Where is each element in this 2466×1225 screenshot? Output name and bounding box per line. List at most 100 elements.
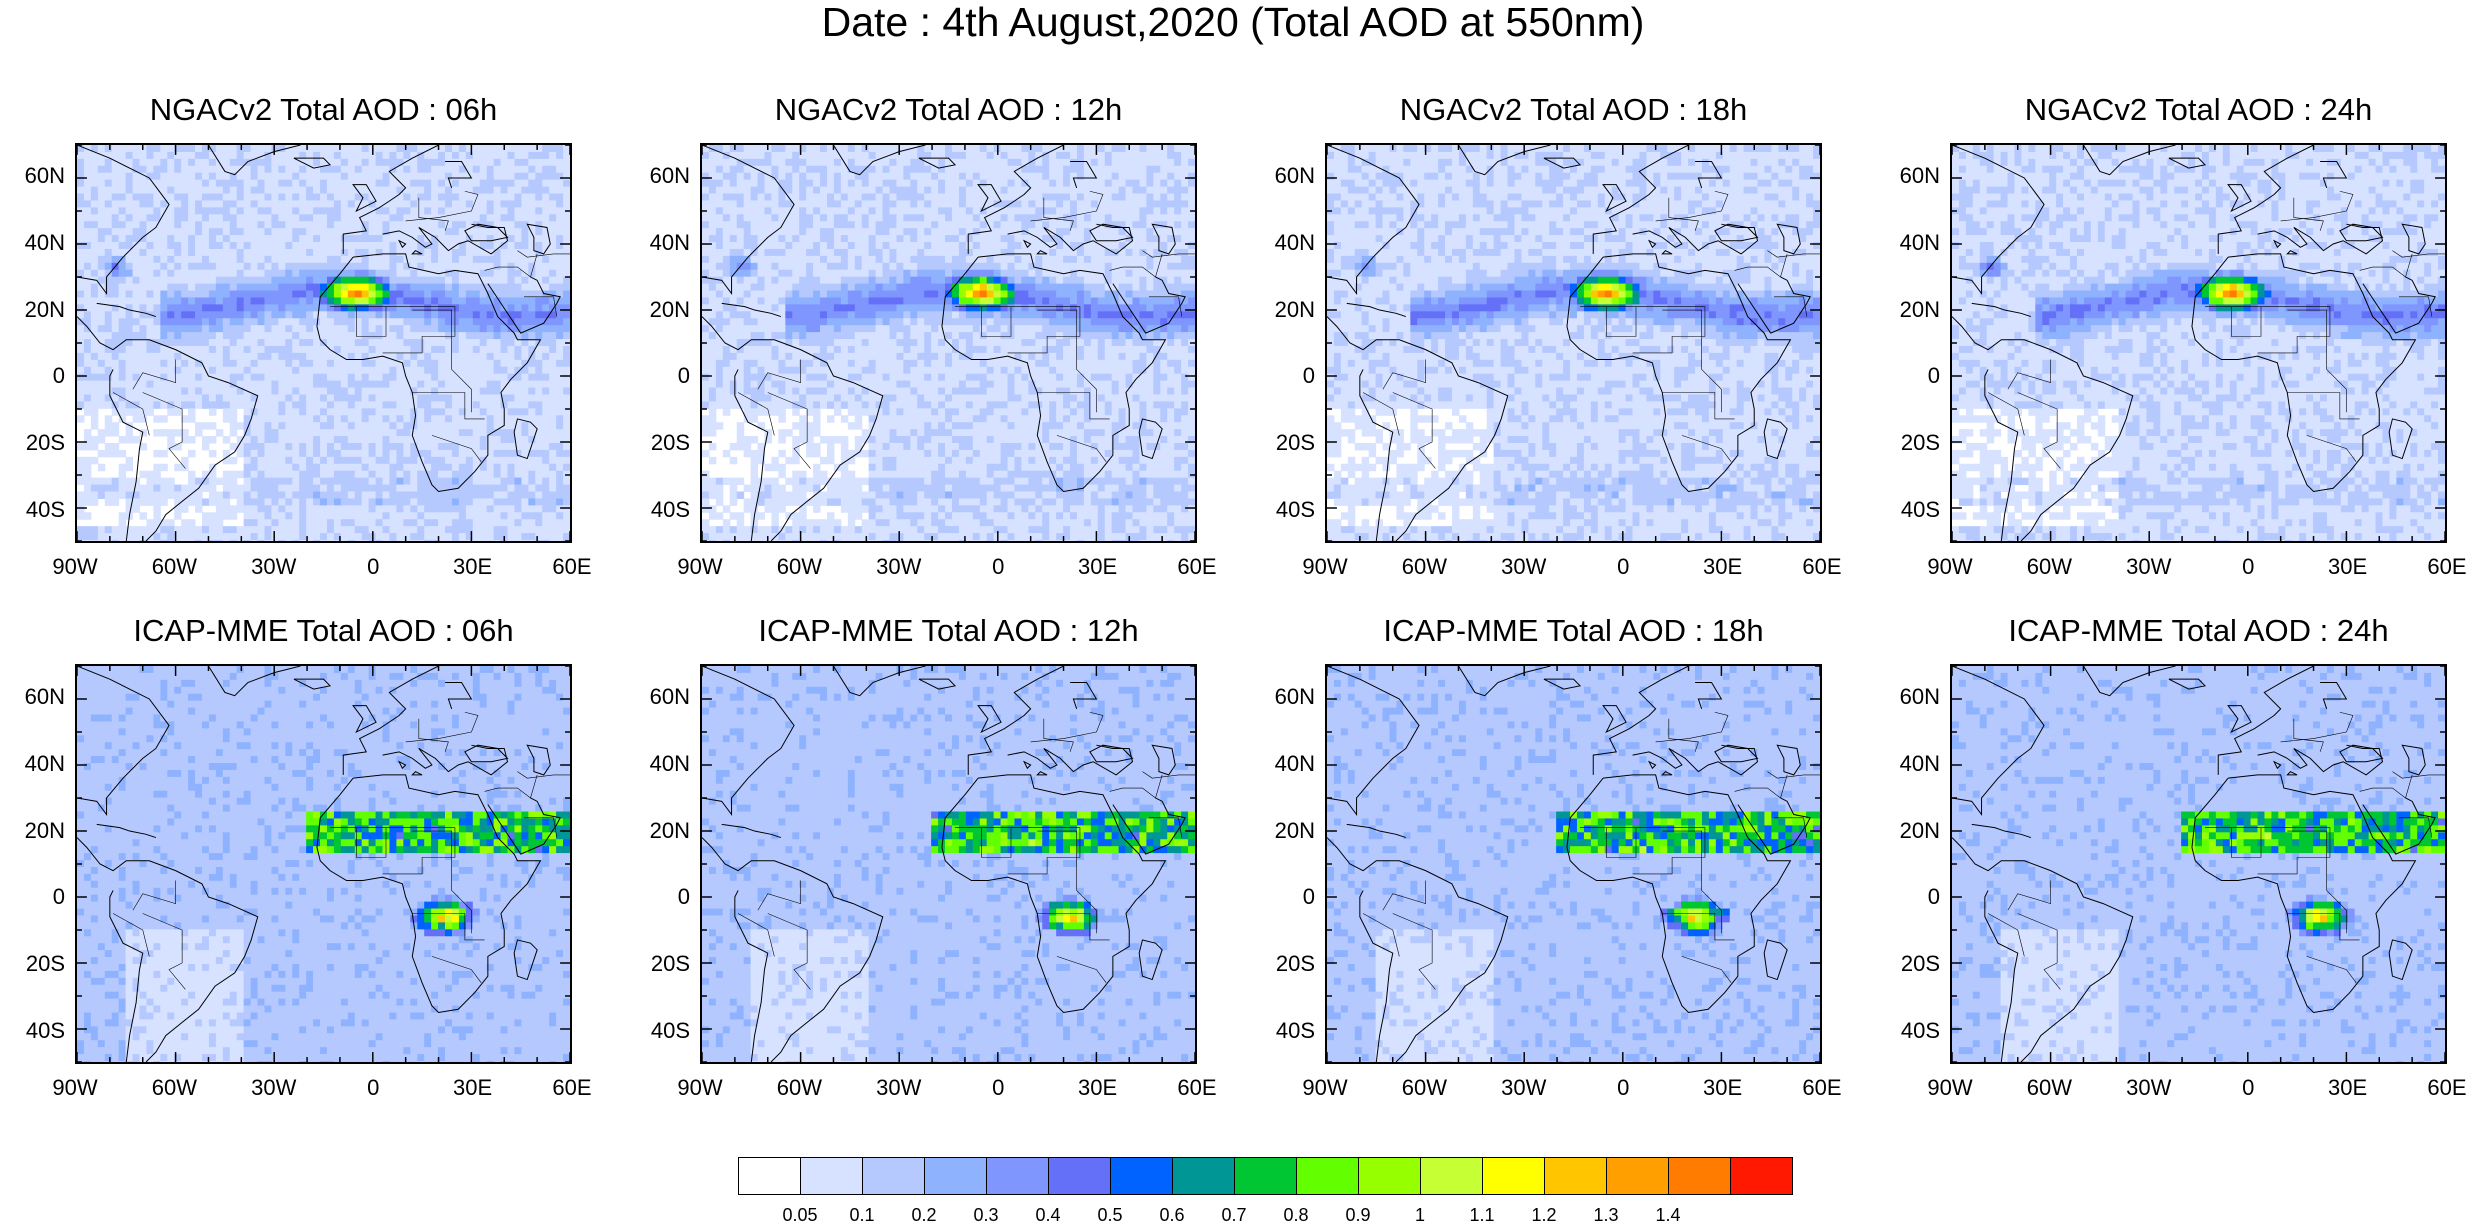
y-tick-label: 40N [1255, 752, 1315, 776]
y-tick-label: 20N [630, 298, 690, 322]
y-tick-label: 60N [5, 685, 65, 709]
x-tick-label: 30E [2313, 1076, 2383, 1100]
x-tick-label: 90W [1915, 555, 1985, 579]
y-tick-label: 20S [1880, 952, 1940, 976]
aod-map [702, 666, 1195, 1062]
y-tick-label: 40N [630, 752, 690, 776]
y-tick-label: 20S [1255, 431, 1315, 455]
colorbar-swatch [1482, 1157, 1545, 1195]
x-tick-label: 30E [1063, 1076, 1133, 1100]
y-tick-label: 40N [1255, 231, 1315, 255]
x-tick-label: 90W [665, 1076, 735, 1100]
y-tick-label: 0 [5, 885, 65, 909]
y-tick-label: 60N [630, 685, 690, 709]
y-tick-label: 0 [5, 364, 65, 388]
x-tick-label: 60E [1787, 1076, 1857, 1100]
colorbar-swatch [1172, 1157, 1235, 1195]
x-tick-label: 90W [40, 555, 110, 579]
x-tick-label: 60E [537, 555, 607, 579]
panel-title: ICAP-MME Total AOD : 06h [15, 614, 632, 648]
colorbar-swatch [862, 1157, 925, 1195]
map-panel [75, 143, 572, 543]
y-tick-label: 20S [1880, 431, 1940, 455]
x-tick-label: 30E [438, 1076, 508, 1100]
map-panel [75, 664, 572, 1064]
colorbar-swatch [1606, 1157, 1669, 1195]
x-tick-label: 30E [1688, 555, 1758, 579]
x-tick-label: 90W [1915, 1076, 1985, 1100]
x-tick-label: 30E [438, 555, 508, 579]
colorbar-swatch [1296, 1157, 1359, 1195]
colorbar-swatch [986, 1157, 1049, 1195]
y-tick-label: 40S [5, 498, 65, 522]
y-tick-label: 20N [1880, 819, 1940, 843]
map-panel [1325, 143, 1822, 543]
colorbar-swatch [800, 1157, 863, 1195]
x-tick-label: 30W [239, 555, 309, 579]
y-tick-label: 20S [5, 431, 65, 455]
x-tick-label: 90W [1290, 1076, 1360, 1100]
colorbar-label: 1.3 [1576, 1205, 1636, 1225]
x-tick-label: 60E [2412, 1076, 2466, 1100]
map-panel [700, 143, 1197, 543]
map-panel [1950, 664, 2447, 1064]
colorbar-label: 1.2 [1514, 1205, 1574, 1225]
y-tick-label: 60N [630, 164, 690, 188]
y-tick-label: 40S [1880, 1019, 1940, 1043]
y-tick-label: 20S [630, 431, 690, 455]
colorbar-swatch [1420, 1157, 1483, 1195]
colorbar-label: 0.8 [1266, 1205, 1326, 1225]
x-tick-label: 0 [338, 1076, 408, 1100]
colorbar-swatch [1358, 1157, 1421, 1195]
colorbar-label: 1 [1390, 1205, 1450, 1225]
x-tick-label: 60E [2412, 555, 2466, 579]
y-tick-label: 60N [1880, 685, 1940, 709]
colorbar-swatch [924, 1157, 987, 1195]
y-tick-label: 20N [1255, 819, 1315, 843]
y-tick-label: 40N [630, 231, 690, 255]
colorbar-swatch [1048, 1157, 1111, 1195]
figure-title: Date : 4th August,2020 (Total AOD at 550… [0, 0, 2466, 44]
aod-map [77, 145, 570, 541]
x-tick-label: 30E [1063, 555, 1133, 579]
x-tick-label: 30E [1688, 1076, 1758, 1100]
colorbar-swatch [1110, 1157, 1173, 1195]
colorbar-label: 1.1 [1452, 1205, 1512, 1225]
y-tick-label: 20S [1255, 952, 1315, 976]
x-tick-label: 30W [2114, 1076, 2184, 1100]
x-tick-label: 60W [2014, 555, 2084, 579]
panel-title: ICAP-MME Total AOD : 24h [1890, 614, 2466, 648]
map-panel [700, 664, 1197, 1064]
y-tick-label: 40S [630, 498, 690, 522]
colorbar-label: 0.6 [1142, 1205, 1202, 1225]
x-tick-label: 90W [1290, 555, 1360, 579]
panel-title: NGACv2 Total AOD : 24h [1890, 93, 2466, 127]
y-tick-label: 40N [5, 752, 65, 776]
x-tick-label: 30W [864, 1076, 934, 1100]
map-panel [1950, 143, 2447, 543]
colorbar-label: 0.1 [832, 1205, 892, 1225]
x-tick-label: 30W [1489, 1076, 1559, 1100]
x-tick-label: 60E [1787, 555, 1857, 579]
y-tick-label: 0 [630, 885, 690, 909]
panel-title: NGACv2 Total AOD : 12h [640, 93, 1257, 127]
colorbar-swatch [1234, 1157, 1297, 1195]
panel-title: NGACv2 Total AOD : 06h [15, 93, 632, 127]
y-tick-label: 20N [5, 819, 65, 843]
y-tick-label: 40S [1880, 498, 1940, 522]
panel-title: ICAP-MME Total AOD : 18h [1265, 614, 1882, 648]
x-tick-label: 0 [1588, 1076, 1658, 1100]
y-tick-label: 20S [5, 952, 65, 976]
map-panel [1325, 664, 1822, 1064]
y-tick-label: 40N [1880, 231, 1940, 255]
y-tick-label: 0 [1255, 885, 1315, 909]
aod-map [1327, 145, 1820, 541]
x-tick-label: 0 [963, 555, 1033, 579]
x-tick-label: 60W [139, 1076, 209, 1100]
x-tick-label: 90W [665, 555, 735, 579]
colorbar-swatch [1544, 1157, 1607, 1195]
y-tick-label: 20N [1880, 298, 1940, 322]
colorbar-label: 1.4 [1638, 1205, 1698, 1225]
y-tick-label: 60N [5, 164, 65, 188]
y-tick-label: 40S [630, 1019, 690, 1043]
